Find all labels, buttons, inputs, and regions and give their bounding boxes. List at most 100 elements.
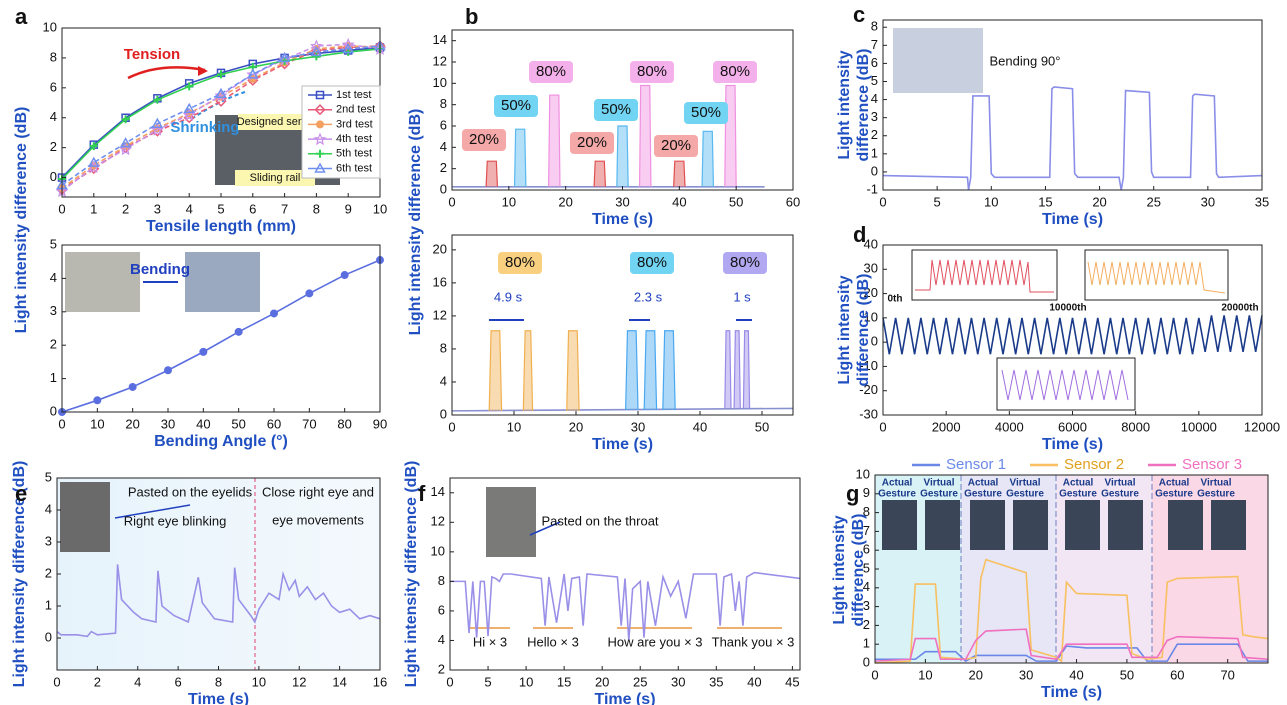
annotation: Gesture — [1155, 489, 1193, 500]
label-box — [630, 61, 674, 83]
data-line — [61, 45, 381, 186]
y-axis-label: difference (dB) — [855, 274, 872, 387]
data-line — [882, 86, 1263, 191]
x-tick-label: 4000 — [995, 419, 1024, 434]
legend-label: 5th test — [336, 148, 372, 160]
x-axis-label: Time (s) — [592, 436, 653, 453]
y-tick-label: -30 — [859, 406, 878, 421]
legend-label: 1st test — [336, 89, 371, 101]
x-tick-label: 10 — [252, 674, 266, 689]
y-tick-label: 1 — [863, 636, 870, 651]
marker — [214, 88, 228, 102]
data-line — [61, 43, 381, 192]
y-tick-label: 8 — [871, 19, 878, 34]
marker — [128, 382, 137, 391]
x-tick-label: 60 — [786, 194, 800, 209]
y-tick-label: 9 — [863, 485, 870, 500]
y-tick-label: 7 — [871, 37, 878, 52]
annotation: Hi × 3 — [473, 634, 507, 649]
series — [724, 330, 732, 409]
marker — [305, 289, 314, 298]
marker — [88, 156, 100, 167]
legend-marker — [314, 104, 326, 116]
x-tick-label: 30 — [1201, 194, 1215, 209]
series — [701, 130, 715, 187]
y-tick-label: 40 — [864, 236, 878, 251]
annotation: Bending 90° — [990, 53, 1061, 68]
y-tick-label: 0 — [50, 403, 57, 418]
photo — [60, 482, 110, 552]
annotation: Virtual — [1010, 478, 1041, 489]
x-tick-label: 6 — [249, 201, 256, 216]
x-tick-label: 25 — [1146, 194, 1160, 209]
annotation: 2.3 s — [634, 289, 663, 304]
y-tick-label: 5 — [871, 73, 878, 88]
annotation: Thank you × 3 — [712, 634, 795, 649]
series — [450, 571, 801, 641]
y-tick-label: 20 — [433, 241, 447, 256]
label-box — [684, 102, 728, 124]
label-box — [594, 99, 638, 121]
legend-label: 3rd test — [336, 118, 373, 130]
x-tick-label: 60 — [1170, 667, 1184, 682]
y-tick-label: 2 — [50, 337, 57, 352]
data-line — [450, 571, 801, 641]
x-tick-label: 50 — [1120, 667, 1134, 682]
y-tick-label: 0 — [871, 334, 878, 349]
annotation: Tension — [124, 46, 180, 63]
y-axis-label: Light intensity difference (dB) — [11, 461, 28, 688]
data-line — [522, 330, 534, 411]
series — [616, 125, 629, 187]
x-tick-label: 3 — [154, 201, 161, 216]
marker — [342, 42, 354, 54]
annotation: Sliding rail — [250, 172, 301, 184]
y-tick-label: 4 — [50, 270, 57, 285]
marker — [93, 396, 102, 405]
annotation: 50% — [501, 97, 531, 114]
annotation: Actual — [968, 478, 999, 489]
data-line — [643, 330, 658, 411]
inset-signal — [915, 259, 1054, 293]
data-line — [733, 330, 741, 409]
label-box — [713, 61, 757, 83]
marker — [121, 115, 130, 124]
x-tick-label: 0 — [58, 416, 65, 431]
x-axis-label: Time (s) — [1041, 684, 1102, 701]
y-tick-label: 1 — [871, 145, 878, 160]
x-tick-label: 10000 — [1181, 419, 1217, 434]
annotation: Gesture — [1101, 489, 1139, 500]
marker — [183, 102, 195, 114]
series — [882, 86, 1263, 191]
y-axis-label: Light intensity — [831, 515, 848, 624]
x-tick-label: 80 — [337, 416, 351, 431]
annotation: 80% — [720, 63, 750, 80]
y-tick-label: 5 — [45, 469, 52, 484]
annotation: 80% — [536, 63, 566, 80]
y-axis-label: difference (dB) — [850, 514, 867, 627]
data-line — [625, 330, 639, 411]
annotation: Actual — [1063, 478, 1094, 489]
annotation: 0th — [888, 294, 903, 305]
x-tick-label: 0 — [448, 194, 455, 209]
x-tick-label: 12 — [292, 674, 306, 689]
series — [638, 84, 652, 187]
x-tick-label: 20 — [569, 419, 583, 434]
legend-marker — [315, 90, 325, 100]
annotation: Right eye blinking — [124, 513, 227, 528]
inset-signal — [1087, 261, 1226, 294]
y-tick-label: 14 — [433, 32, 447, 47]
x-tick-label: 0 — [871, 667, 878, 682]
marker — [199, 347, 208, 356]
x-tick-label: 20 — [595, 674, 609, 689]
x-tick-label: 9 — [345, 201, 352, 216]
y-tick-label: 20 — [864, 285, 878, 300]
y-axis-label: Light intensity difference (dB) — [403, 461, 420, 688]
arrow — [127, 66, 206, 80]
y-tick-label: 2 — [871, 127, 878, 142]
annotation: Designed sensor — [237, 116, 320, 128]
annotation: 4.9 s — [494, 289, 523, 304]
annotation: 80% — [637, 63, 667, 80]
annotation: 80% — [730, 254, 760, 271]
panel-label: c — [853, 2, 865, 27]
